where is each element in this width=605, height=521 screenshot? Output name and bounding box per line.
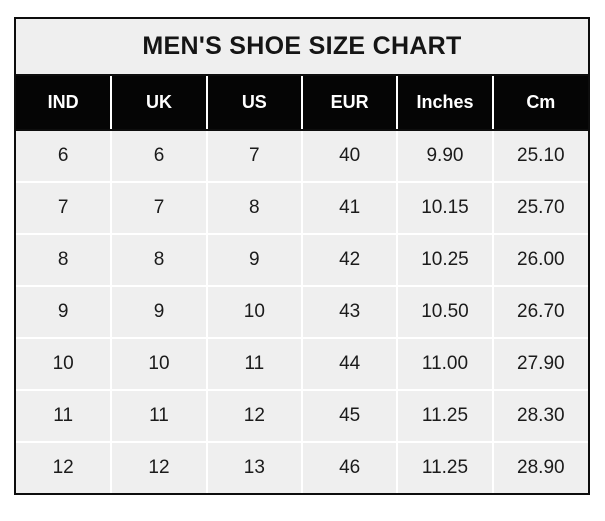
cell-us: 11 [206, 338, 303, 391]
cell-uk: 11 [111, 390, 208, 443]
cell-us: 7 [206, 130, 303, 183]
cell-us: 12 [206, 390, 303, 443]
chart-title: MEN'S SHOE SIZE CHART [16, 19, 588, 76]
cell-uk: 8 [111, 234, 208, 287]
cell-cm: 28.30 [492, 390, 588, 443]
column-header-cm: Cm [492, 75, 588, 131]
table-row: 7 7 8 41 10.15 25.70 [16, 182, 588, 235]
column-header-uk: UK [111, 75, 208, 131]
cell-cm: 25.70 [492, 182, 588, 235]
column-header-eur: EUR [301, 75, 399, 131]
cell-eur: 41 [301, 182, 399, 235]
table-row: 12 12 13 46 11.25 28.90 [16, 442, 588, 493]
cell-uk: 7 [111, 182, 208, 235]
table-title-row: MEN'S SHOE SIZE CHART [16, 19, 588, 76]
cell-inches: 11.25 [397, 390, 494, 443]
cell-ind: 11 [16, 390, 113, 443]
cell-uk: 10 [111, 338, 208, 391]
table-body: 6 6 7 40 9.90 25.10 7 7 8 41 10.15 25.70… [16, 130, 588, 493]
cell-uk: 12 [111, 442, 208, 493]
cell-uk: 6 [111, 130, 208, 183]
cell-inches: 11.25 [397, 442, 494, 493]
cell-uk: 9 [111, 286, 208, 339]
table-row: 6 6 7 40 9.90 25.10 [16, 130, 588, 183]
cell-eur: 40 [301, 130, 399, 183]
cell-inches: 10.25 [397, 234, 494, 287]
cell-eur: 42 [301, 234, 399, 287]
cell-inches: 9.90 [397, 130, 494, 183]
cell-ind: 9 [16, 286, 113, 339]
shoe-size-table: MEN'S SHOE SIZE CHART IND UK US EUR Inch… [16, 19, 588, 493]
cell-cm: 28.90 [492, 442, 588, 493]
table-row: 11 11 12 45 11.25 28.30 [16, 390, 588, 443]
table-column-header: IND UK US EUR Inches Cm [16, 75, 588, 131]
cell-inches: 10.50 [397, 286, 494, 339]
cell-ind: 7 [16, 182, 113, 235]
cell-eur: 46 [301, 442, 399, 493]
cell-eur: 44 [301, 338, 399, 391]
cell-ind: 8 [16, 234, 113, 287]
cell-ind: 12 [16, 442, 113, 493]
shoe-size-chart-container: MEN'S SHOE SIZE CHART IND UK US EUR Inch… [14, 17, 590, 495]
header-row: IND UK US EUR Inches Cm [16, 75, 588, 131]
cell-us: 8 [206, 182, 303, 235]
table-title-head: MEN'S SHOE SIZE CHART [16, 19, 588, 76]
table-row: 10 10 11 44 11.00 27.90 [16, 338, 588, 391]
cell-us: 9 [206, 234, 303, 287]
cell-inches: 11.00 [397, 338, 494, 391]
column-header-us: US [206, 75, 303, 131]
table-row: 8 8 9 42 10.25 26.00 [16, 234, 588, 287]
cell-cm: 27.90 [492, 338, 588, 391]
column-header-ind: IND [16, 75, 113, 131]
cell-inches: 10.15 [397, 182, 494, 235]
table-row: 9 9 10 43 10.50 26.70 [16, 286, 588, 339]
column-header-inches: Inches [397, 75, 494, 131]
cell-us: 10 [206, 286, 303, 339]
cell-cm: 26.70 [492, 286, 588, 339]
cell-eur: 45 [301, 390, 399, 443]
cell-us: 13 [206, 442, 303, 493]
cell-cm: 26.00 [492, 234, 588, 287]
cell-cm: 25.10 [492, 130, 588, 183]
cell-ind: 10 [16, 338, 113, 391]
cell-ind: 6 [16, 130, 113, 183]
cell-eur: 43 [301, 286, 399, 339]
